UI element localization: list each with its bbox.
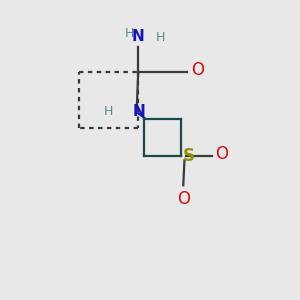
Text: H: H: [156, 31, 165, 44]
Text: O: O: [177, 190, 190, 208]
Text: N: N: [132, 104, 145, 119]
Text: O: O: [215, 146, 228, 164]
Text: O: O: [191, 61, 204, 80]
Text: H: H: [104, 105, 113, 118]
Text: S: S: [182, 147, 194, 165]
Text: N: N: [132, 29, 145, 44]
Text: H: H: [125, 27, 134, 40]
